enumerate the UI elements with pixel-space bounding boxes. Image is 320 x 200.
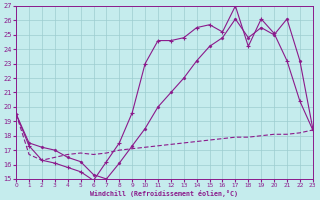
X-axis label: Windchill (Refroidissement éolien,°C): Windchill (Refroidissement éolien,°C) bbox=[91, 190, 238, 197]
